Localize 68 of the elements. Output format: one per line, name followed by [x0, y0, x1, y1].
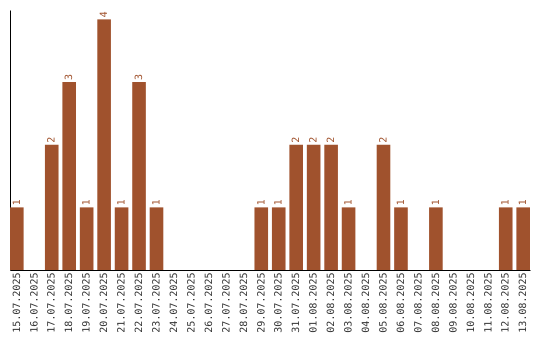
- x-tick-label: 25.07.2025: [186, 272, 198, 333]
- bar: [289, 144, 303, 270]
- x-tick-label: 27.07.2025: [221, 272, 232, 333]
- x-tick-label: 18.07.2025: [64, 272, 76, 333]
- data-label: 2: [291, 136, 302, 143]
- bar: [376, 144, 390, 270]
- data-label: 2: [46, 136, 58, 143]
- x-tick-label: 28.07.2025: [238, 272, 250, 333]
- data-label: 2: [308, 136, 320, 143]
- data-label: 2: [378, 136, 390, 143]
- bar: [516, 207, 530, 270]
- data-label: 4: [99, 11, 110, 18]
- bar: [62, 82, 76, 270]
- data-label: 1: [116, 199, 128, 206]
- data-label: 1: [344, 199, 355, 206]
- bar: [272, 207, 286, 270]
- x-tick-label: 17.07.2025: [46, 272, 58, 333]
- bar: [97, 19, 111, 270]
- x-tick-label: 09.08.2025: [448, 272, 460, 333]
- x-tick-label: 02.08.2025: [326, 272, 338, 333]
- data-label: 2: [326, 136, 338, 143]
- x-tick-label: 01.08.2025: [308, 272, 320, 333]
- data-label: 3: [64, 74, 76, 80]
- data-label: 1: [12, 199, 23, 206]
- bar: [498, 207, 513, 270]
- data-label: 1: [396, 199, 407, 206]
- x-tick-label: 30.07.2025: [274, 272, 285, 333]
- bar: [150, 207, 164, 270]
- x-tick-label: 31.07.2025: [291, 272, 302, 333]
- x-tick-label: 24.07.2025: [168, 272, 180, 333]
- x-tick-label: 29.07.2025: [256, 272, 268, 333]
- bar: [394, 207, 408, 270]
- bar: [324, 144, 338, 270]
- x-tick-label: 12.08.2025: [500, 272, 512, 333]
- x-tick-label: 15.07.2025: [12, 272, 23, 333]
- x-tick-label: 13.08.2025: [518, 272, 530, 333]
- x-tick-label: 07.08.2025: [413, 272, 424, 333]
- x-tick-label: 19.07.2025: [82, 272, 93, 333]
- data-label: 3: [134, 74, 146, 80]
- data-label: 1: [430, 199, 442, 206]
- x-tick-label: 08.08.2025: [430, 272, 442, 333]
- bar: [114, 207, 128, 270]
- data-label: 1: [152, 199, 162, 206]
- x-tick-label: 03.08.2025: [344, 272, 355, 333]
- x-tick-label: 21.07.2025: [116, 272, 128, 333]
- data-label: 1: [274, 199, 285, 206]
- x-tick-label: 10.08.2025: [466, 272, 477, 333]
- x-tick-label: 16.07.2025: [29, 272, 40, 333]
- bar: [80, 207, 94, 270]
- x-tick-label: 26.07.2025: [204, 272, 215, 333]
- x-tick-label: 11.08.2025: [483, 272, 494, 333]
- bar: [342, 207, 356, 270]
- x-tick-label: 06.08.2025: [396, 272, 407, 333]
- x-tick-label: 23.07.2025: [152, 272, 162, 333]
- bar: [10, 207, 24, 270]
- bar: [306, 144, 320, 270]
- bar: [254, 207, 268, 270]
- data-label: 1: [518, 199, 530, 206]
- data-label: 1: [82, 199, 93, 206]
- x-tick-label: 22.07.2025: [134, 272, 146, 333]
- bar: [44, 144, 59, 270]
- x-tick-label: 04.08.2025: [361, 272, 372, 333]
- bar: [429, 207, 443, 270]
- x-tick-label: 05.08.2025: [378, 272, 390, 333]
- data-label: 1: [256, 199, 268, 206]
- data-label: 1: [500, 199, 512, 206]
- bar: [132, 82, 146, 270]
- x-tick-label: 20.07.2025: [99, 272, 110, 333]
